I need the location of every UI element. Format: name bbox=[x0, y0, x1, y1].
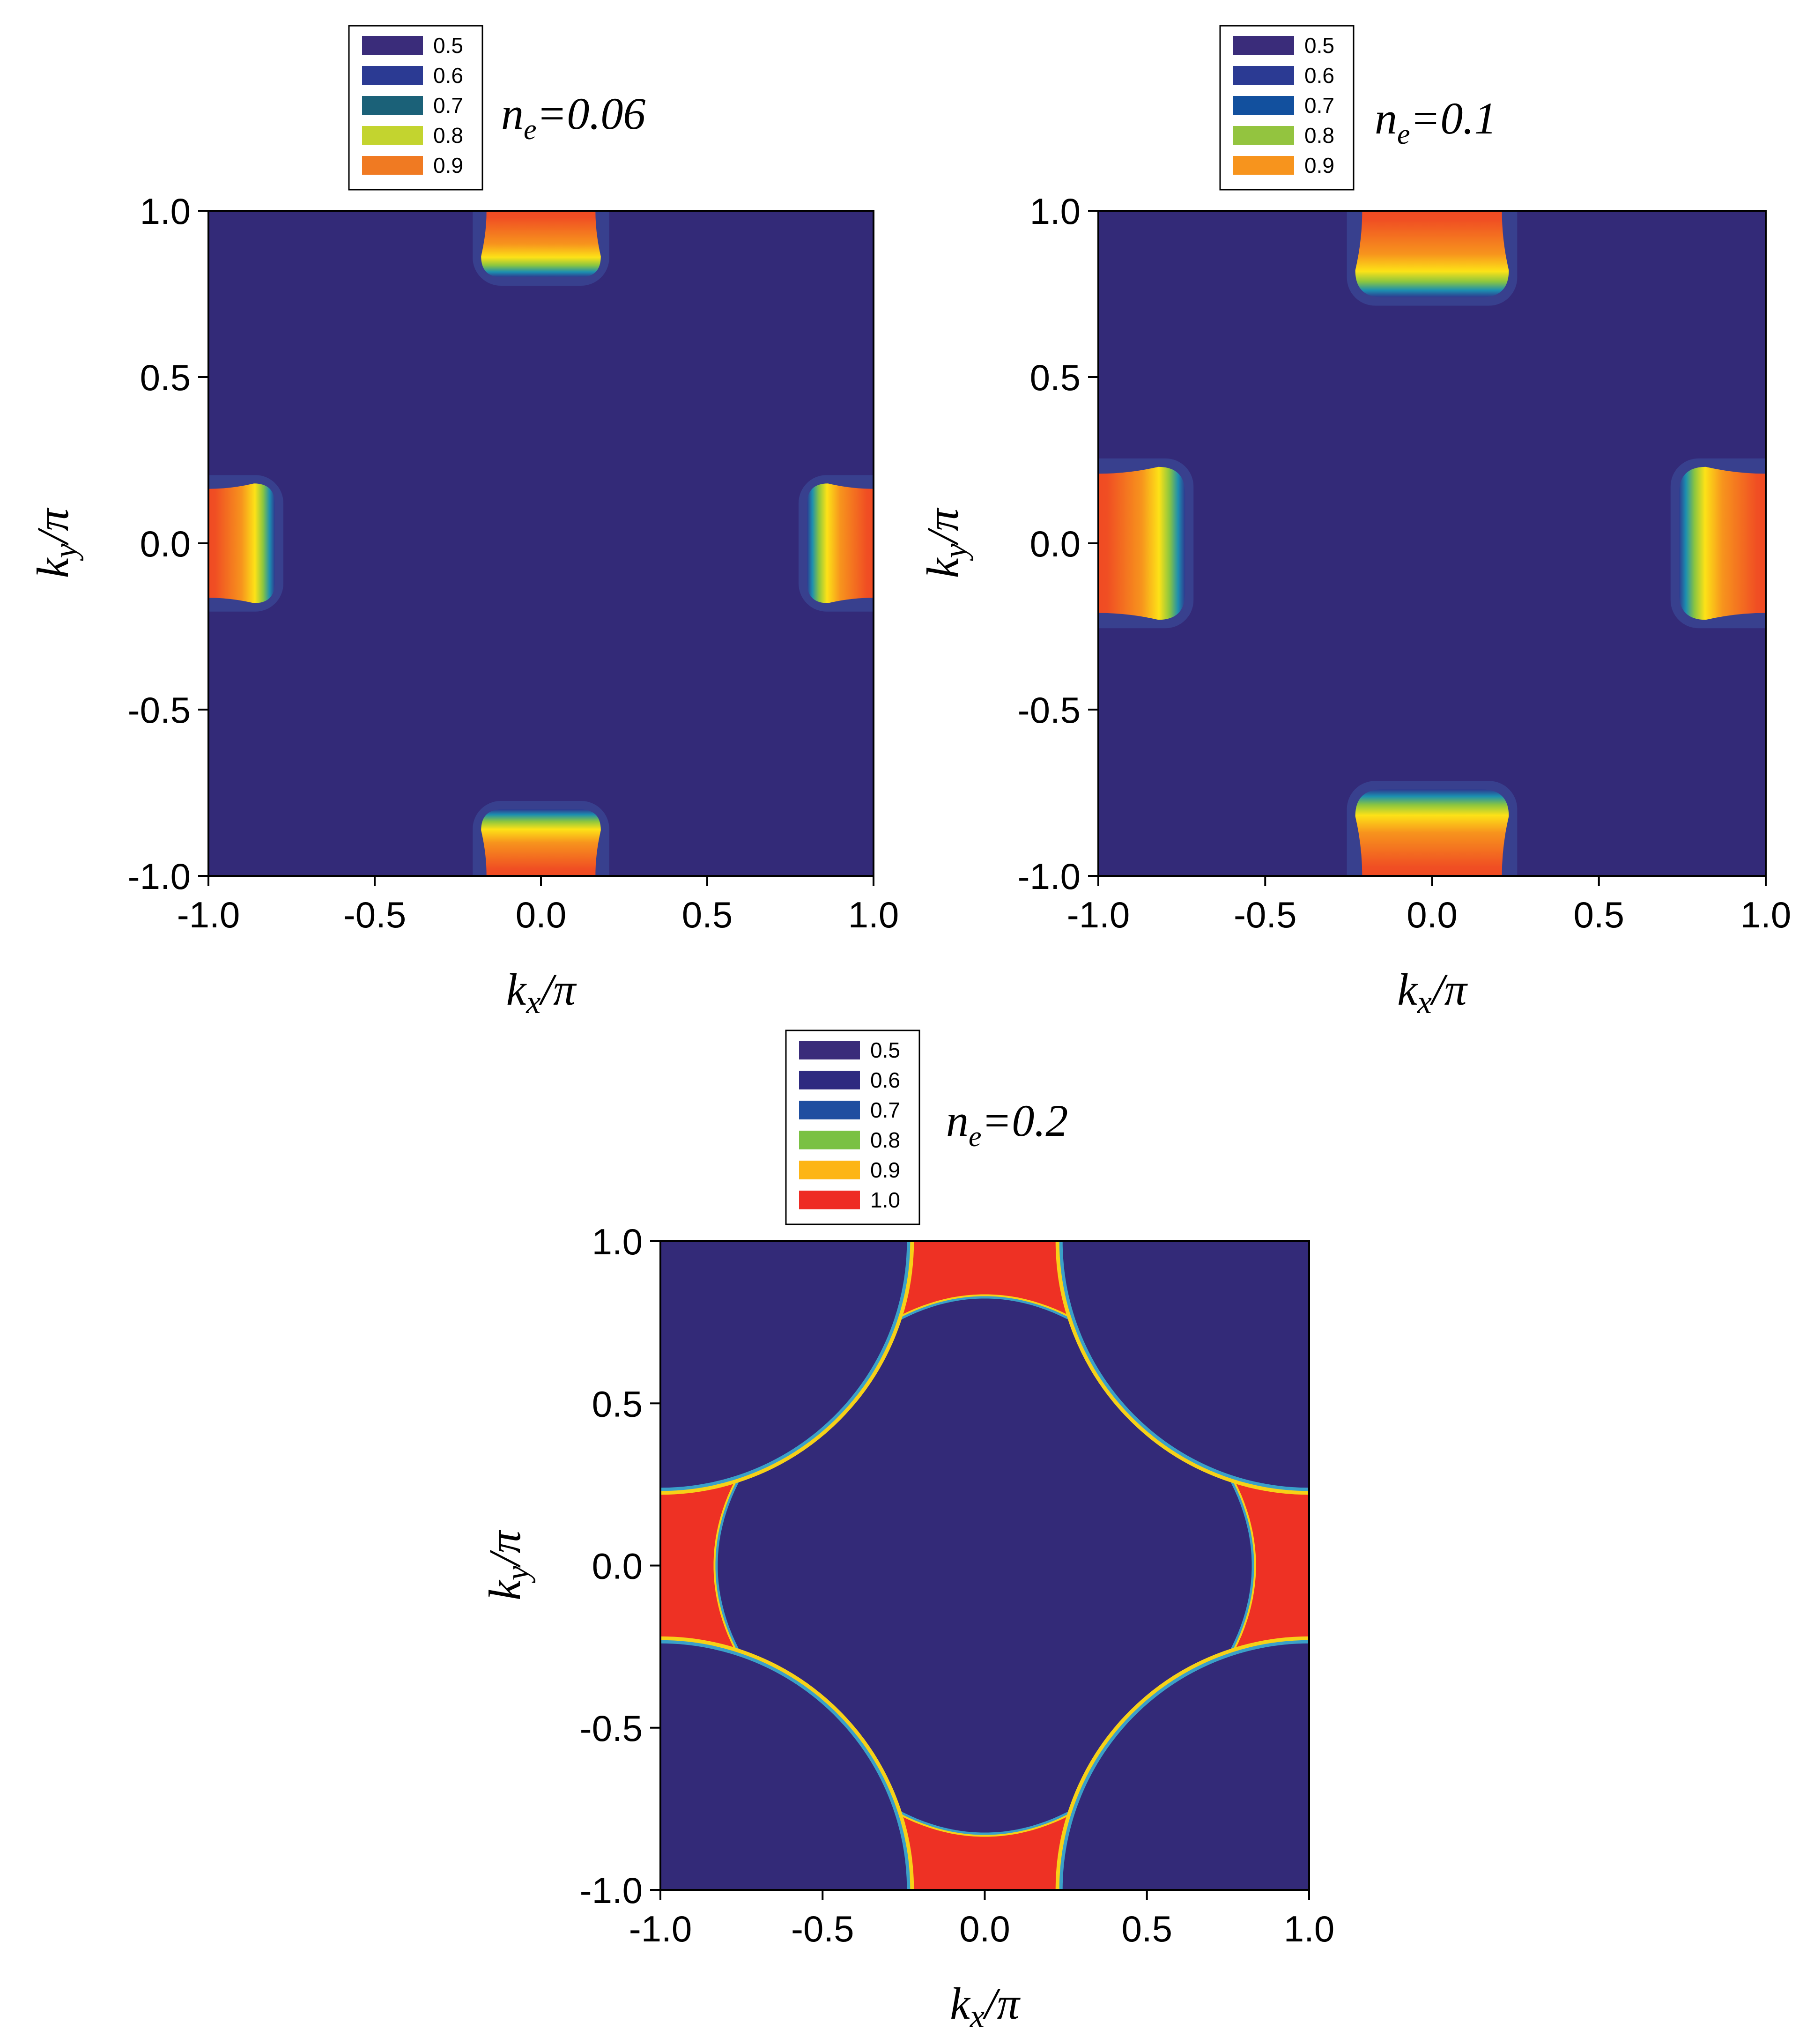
legend-swatch bbox=[799, 1191, 860, 1209]
x-tick-label: 1.0 bbox=[1740, 894, 1791, 935]
x-tick-label: -0.5 bbox=[1234, 894, 1296, 935]
y-tick-label: 0.5 bbox=[1030, 357, 1081, 398]
legend-label: 0.5 bbox=[433, 33, 463, 58]
x-axis-label: kx/π bbox=[506, 964, 577, 1021]
legend-swatch bbox=[1233, 156, 1294, 175]
legend-swatch bbox=[799, 1131, 860, 1149]
chart-panel-2: -1.0 -0.5 0.0 0.5 1.0 -1.0 -0.5 0.0 0.5 1.0 kx/π ky… bbox=[918, 25, 1791, 1021]
legend-swatch bbox=[362, 96, 423, 115]
legend-label: 0.8 bbox=[870, 1128, 900, 1152]
y-tick-label: -0.5 bbox=[580, 1708, 643, 1749]
y-tick-label: 1.0 bbox=[592, 1221, 643, 1262]
legend-label: 0.6 bbox=[870, 1068, 900, 1092]
corner-region bbox=[1062, 1241, 1309, 1488]
fermi-pocket bbox=[208, 483, 275, 603]
legend-swatch bbox=[1233, 36, 1294, 55]
fermi-pocket bbox=[481, 211, 601, 277]
y-axis-label: ky/π bbox=[918, 507, 974, 578]
fermi-pocket bbox=[807, 483, 874, 603]
x-tick-label: 0.5 bbox=[1574, 894, 1624, 935]
legend-label: 0.9 bbox=[433, 153, 463, 178]
y-tick-label: -1.0 bbox=[580, 1870, 643, 1911]
fermi-pocket bbox=[1679, 467, 1766, 620]
legend-label: 0.6 bbox=[1304, 63, 1334, 88]
legend-label: 0.7 bbox=[870, 1098, 900, 1122]
y-tick-label: -1.0 bbox=[128, 856, 191, 897]
x-tick-label: 0.5 bbox=[1122, 1908, 1172, 1949]
x-tick-label: 0.0 bbox=[959, 1908, 1010, 1949]
legend-label: 0.9 bbox=[1304, 153, 1334, 178]
legend-swatch bbox=[1233, 126, 1294, 145]
y-tick-label: 0.0 bbox=[140, 523, 191, 564]
x-tick-label: 0.0 bbox=[1407, 894, 1457, 935]
chart-panel-3: -1.0 -0.5 0.0 0.5 1.0 -1.0 -0.5 0.0 0.5 1.0 kx/π ky… bbox=[480, 1029, 1334, 2035]
x-tick-label: -1.0 bbox=[1067, 894, 1130, 935]
legend-swatch bbox=[799, 1041, 860, 1059]
x-tick-label: 0.0 bbox=[516, 894, 566, 935]
inner-region bbox=[718, 1298, 1252, 1833]
fermi-pocket bbox=[1098, 467, 1185, 620]
density-annotation: ne=0.2 bbox=[946, 1096, 1068, 1153]
x-axis-label: kx/π bbox=[950, 1978, 1021, 2035]
legend-swatch bbox=[799, 1161, 860, 1179]
legend-label: 0.6 bbox=[433, 63, 463, 88]
y-axis-label: ky/π bbox=[28, 507, 84, 578]
legend: 0.5 0.6 0.7 0.8 0.9 bbox=[348, 25, 483, 191]
y-tick-label: 1.0 bbox=[1030, 191, 1081, 232]
legend-label: 0.7 bbox=[433, 93, 463, 118]
legend-swatch bbox=[362, 156, 423, 175]
legend-swatch bbox=[362, 126, 423, 145]
density-annotation: ne=0.06 bbox=[501, 89, 645, 146]
legend-swatch bbox=[799, 1101, 860, 1119]
corner-region bbox=[660, 1241, 907, 1488]
legend: 0.5 0.6 0.7 0.8 0.9 1.0 bbox=[785, 1029, 920, 1225]
y-tick-label: -0.5 bbox=[1018, 689, 1081, 731]
x-tick-label: 0.5 bbox=[682, 894, 733, 935]
y-tick-label: 1.0 bbox=[140, 191, 191, 232]
fermi-pocket bbox=[481, 809, 601, 876]
y-tick-label: 0.0 bbox=[1030, 523, 1081, 564]
legend-label: 0.5 bbox=[1304, 33, 1334, 58]
x-tick-label: 1.0 bbox=[848, 894, 899, 935]
y-tick-label: 0.0 bbox=[592, 1546, 643, 1587]
x-tick-label: -0.5 bbox=[343, 894, 406, 935]
legend-label: 0.9 bbox=[870, 1158, 900, 1182]
corner-region bbox=[660, 1643, 907, 1890]
plot-content bbox=[208, 211, 874, 876]
plot-background bbox=[1098, 211, 1766, 876]
legend-swatch bbox=[362, 66, 423, 85]
fermi-pocket bbox=[1355, 211, 1509, 297]
plot-background bbox=[208, 211, 874, 876]
y-axis-label: ky/π bbox=[480, 1529, 536, 1600]
legend-swatch bbox=[799, 1071, 860, 1089]
legend-label: 1.0 bbox=[870, 1188, 900, 1212]
fermi-pocket bbox=[1355, 789, 1509, 876]
y-tick-label: 0.5 bbox=[592, 1383, 643, 1424]
y-tick-label: -0.5 bbox=[128, 689, 191, 731]
x-tick-label: -0.5 bbox=[791, 1908, 854, 1949]
x-tick-label: 1.0 bbox=[1284, 1908, 1334, 1949]
legend-label: 0.8 bbox=[1304, 123, 1334, 148]
legend-swatch bbox=[1233, 96, 1294, 115]
x-tick-label: -1.0 bbox=[629, 1908, 692, 1949]
x-axis-label: kx/π bbox=[1397, 964, 1468, 1021]
legend: 0.5 0.6 0.7 0.8 0.9 bbox=[1219, 25, 1355, 191]
legend-swatch bbox=[1233, 66, 1294, 85]
y-tick-label: 0.5 bbox=[140, 357, 191, 398]
plot-content bbox=[660, 1241, 1309, 1890]
density-annotation: ne=0.1 bbox=[1375, 93, 1496, 150]
legend-swatch bbox=[362, 36, 423, 55]
corner-region bbox=[1062, 1643, 1309, 1890]
legend-label: 0.5 bbox=[870, 1038, 900, 1062]
y-tick-label: -1.0 bbox=[1018, 856, 1081, 897]
legend-label: 0.8 bbox=[433, 123, 463, 148]
legend-label: 0.7 bbox=[1304, 93, 1334, 118]
x-tick-label: -1.0 bbox=[177, 894, 240, 935]
chart-panel-1: -1.0 -0.5 0.0 0.5 1.0 -1.0 -0.5 0.0 0.5 1.0 kx/π ky… bbox=[28, 25, 899, 1021]
plot-content bbox=[1098, 211, 1766, 876]
